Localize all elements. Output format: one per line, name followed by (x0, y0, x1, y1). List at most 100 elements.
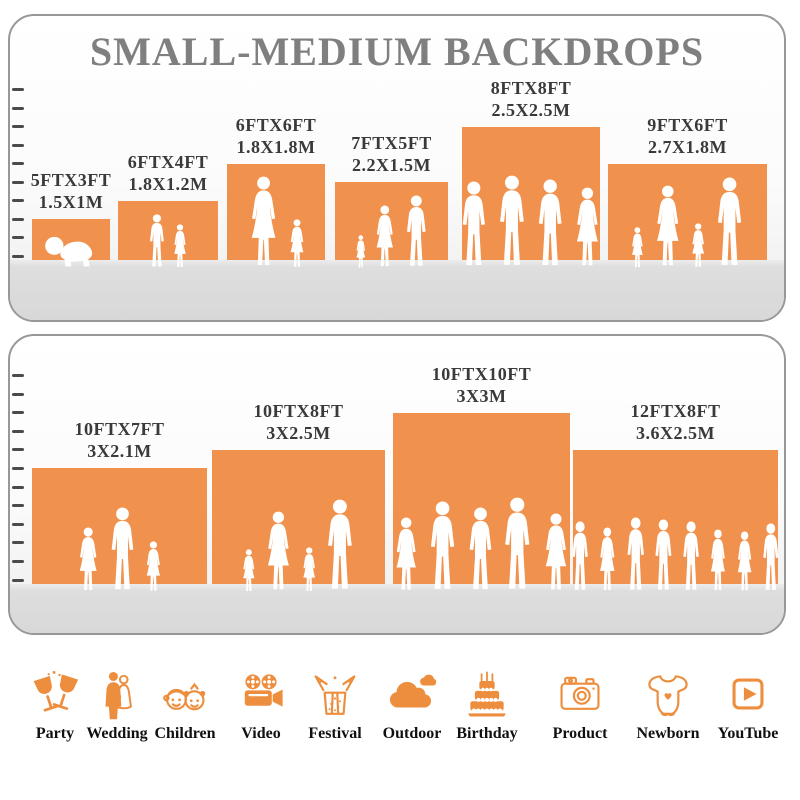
people-silhouettes (208, 499, 389, 593)
backdrop-bar (118, 200, 218, 267)
size-label-feet: 6FTX4FT (127, 151, 209, 172)
backdrop-size-label: 10FTX7FT 3X2.1M (30, 418, 210, 462)
backdrop-size-label: 6FTX4FT 1.8X1.2M (78, 151, 258, 195)
category-label: YouTube (717, 725, 779, 742)
y-axis-tick-mark (12, 88, 24, 91)
children-icon (143, 666, 227, 722)
y-axis-tick-mark (12, 143, 24, 147)
category-item: Party (13, 666, 97, 743)
y-axis-tick-mark (12, 162, 24, 165)
y-axis-tick-mark (12, 392, 24, 396)
size-label-feet: 7FTX5FT (351, 133, 432, 153)
backdrop-size-label: 9FTX6FT 2.7X1.8M (598, 114, 778, 158)
size-label-meters: 1.8X1.2M (128, 173, 208, 194)
size-label-feet: 9FTX6FT (647, 114, 728, 135)
y-axis-tick-mark (12, 429, 24, 433)
backdrop-bar (212, 449, 385, 592)
size-label-feet: 5FTX3FT (30, 170, 112, 190)
people-silhouettes (569, 517, 782, 593)
floor-shadow (10, 260, 784, 320)
people-silhouettes (458, 175, 604, 269)
people-silhouettes (28, 507, 211, 593)
y-axis-tick-mark (12, 411, 24, 415)
category-item: Wedding (75, 666, 159, 743)
backdrop-size-label: 8FTX8FT 2.5X2.5M (441, 77, 621, 121)
category-item: Outdoor (370, 666, 454, 743)
size-label-meters: 2.7X1.8M (648, 136, 727, 157)
outdoor-icon (370, 666, 454, 722)
category-item: Newborn (626, 666, 710, 743)
backdrop-size-label: 5FTX3FT 1.5X1M (10, 169, 161, 213)
category-label: Product (552, 725, 608, 742)
backdrop-bar (572, 449, 779, 591)
people-silhouettes (223, 176, 329, 269)
wedding-icon (75, 666, 159, 722)
backdrop-bar (462, 126, 600, 266)
y-axis-tick-mark (12, 466, 24, 470)
people-silhouettes (331, 195, 452, 269)
y-axis-tick-mark (12, 559, 24, 563)
y-axis-tick-mark (12, 541, 24, 545)
category-label: Newborn (636, 725, 700, 742)
people-silhouettes (28, 233, 114, 269)
category-label: Outdoor (382, 725, 442, 742)
size-label-meters: 1.5X1M (38, 192, 104, 212)
size-label-meters: 3.6X2.5M (636, 422, 715, 443)
size-label-meters: 3X3M (456, 385, 507, 406)
backdrop-size-label: 6FTX6FT 1.8X1.8M (186, 114, 366, 158)
product-icon (538, 666, 622, 722)
size-label-feet: 10FTX7FT (74, 419, 165, 440)
backdrop-bar (32, 219, 110, 267)
size-label-feet: 8FTX8FT (490, 77, 572, 98)
backdrop-size-label: 7FTX5FT 2.2X1.5M (302, 132, 482, 176)
category-item: YouTube (706, 666, 790, 743)
birthday-icon (445, 666, 529, 722)
backdrop-bar (608, 163, 767, 268)
people-silhouettes (114, 214, 222, 269)
size-chart-panel-bottom: 12345678910111210FTX7FT3X2.1M10FTX8FT3X2… (8, 334, 786, 635)
category-item: Product (538, 666, 622, 743)
y-axis-tick-mark (12, 199, 24, 202)
y-axis-tick-mark (12, 254, 24, 258)
category-label: Wedding (86, 725, 148, 742)
backdrop-size-label: 10FTX10FT 3X3M (392, 363, 572, 407)
y-axis-tick-mark (12, 504, 24, 508)
y-axis-tick-mark (12, 125, 24, 128)
party-icon (13, 666, 97, 722)
y-axis-tick-mark (12, 106, 24, 110)
size-label-feet: 12FTX8FT (630, 400, 721, 421)
size-label-feet: 6FTX6FT (235, 114, 317, 135)
festival-icon (293, 666, 377, 722)
video-icon (219, 666, 303, 722)
page-title: SMALL-MEDIUM BACKDROPS (89, 29, 705, 74)
size-label-meters: 3X2.1M (87, 441, 152, 462)
y-axis-tick-mark (12, 236, 24, 239)
size-label-meters: 1.8X1.8M (236, 136, 316, 157)
size-label-meters: 3X2.5M (266, 422, 331, 443)
category-label: Festival (308, 725, 362, 742)
category-label: Birthday (456, 725, 518, 742)
y-axis-tick-mark (12, 373, 24, 377)
y-axis-tick-mark (12, 217, 24, 221)
backdrop-bar (227, 163, 325, 267)
size-label-meters: 2.2X1.5M (352, 155, 431, 175)
size-label-meters: 2.5X2.5M (491, 99, 571, 120)
category-label: Video (241, 725, 281, 742)
y-axis-tick-mark (12, 578, 24, 582)
people-silhouettes (604, 177, 771, 269)
backdrop-bar (393, 412, 570, 590)
people-silhouettes (389, 497, 574, 593)
backdrop-size-label: 12FTX8FT 3.6X2.5M (586, 400, 766, 444)
newborn-icon (626, 666, 710, 722)
category-item: Video (219, 666, 303, 743)
y-axis-tick-mark (12, 448, 24, 452)
youtube-icon (706, 666, 790, 722)
backdrop-bar (335, 182, 448, 268)
category-label: Children (154, 725, 216, 742)
floor-shadow (10, 584, 784, 633)
size-label-feet: 10FTX8FT (253, 400, 344, 421)
y-axis-tick-mark (12, 180, 24, 184)
category-item: Children (143, 666, 227, 743)
backdrop-size-label: 10FTX8FT 3X2.5M (209, 400, 389, 444)
